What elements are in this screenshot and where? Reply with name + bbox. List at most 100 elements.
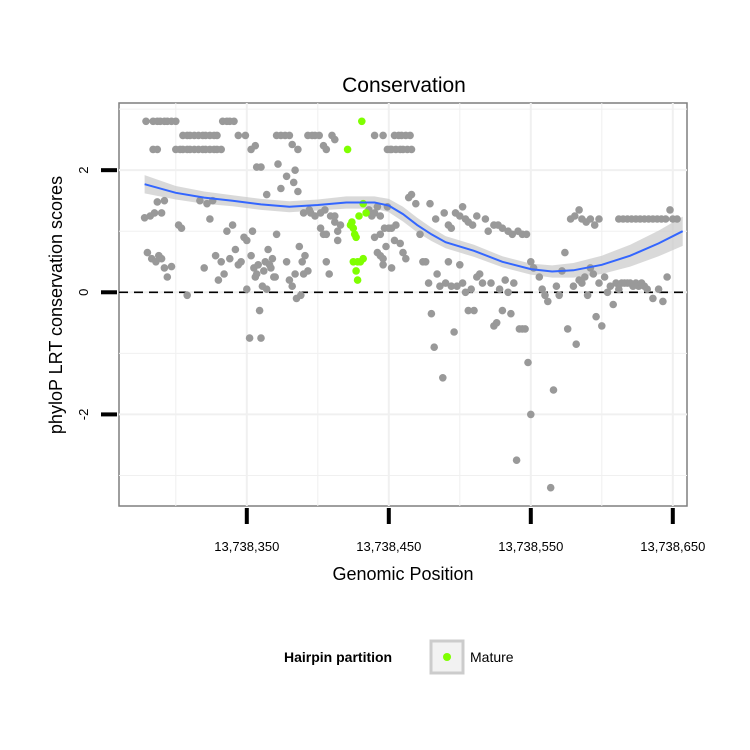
data-point (379, 261, 387, 269)
data-point (214, 276, 223, 284)
data-point (508, 230, 517, 239)
x-tick-label: 13,738,350 (214, 539, 279, 554)
data-point (592, 312, 600, 321)
data-point (285, 276, 294, 284)
data-point-mature (359, 254, 368, 263)
data-point (264, 245, 272, 254)
data-point (321, 206, 329, 214)
data-point-mature (353, 276, 362, 284)
data-point (612, 279, 620, 287)
data-point (376, 212, 385, 220)
data-point (440, 209, 449, 217)
data-point (589, 270, 598, 278)
data-point (467, 285, 476, 294)
data-point (407, 145, 416, 154)
data-point (431, 215, 440, 223)
legend-key-dot (443, 653, 451, 661)
data-point (255, 306, 264, 315)
data-point (160, 264, 169, 272)
data-point (441, 279, 450, 287)
data-point-mature (348, 218, 356, 226)
data-point (456, 261, 464, 269)
data-point (311, 212, 319, 220)
data-point (461, 288, 470, 297)
data-point (157, 209, 166, 217)
data-point (552, 282, 561, 291)
data-point (666, 206, 674, 214)
data-point (535, 273, 544, 281)
data-point (450, 328, 458, 336)
data-point (288, 140, 297, 149)
data-point (301, 251, 309, 260)
data-point (382, 242, 390, 251)
data-point (581, 273, 589, 281)
data-point (272, 230, 281, 239)
data-point (603, 288, 612, 297)
x-axis-title: Genomic Position (332, 564, 473, 584)
data-point (223, 227, 231, 235)
data-point (336, 221, 345, 229)
data-point (654, 285, 663, 294)
data-point (673, 215, 681, 223)
data-point (245, 334, 254, 342)
data-point (251, 273, 260, 281)
data-point (247, 251, 255, 260)
data-point (478, 279, 487, 287)
data-point (380, 224, 389, 232)
data-point (447, 282, 456, 291)
data-point (322, 258, 331, 266)
data-point (399, 248, 407, 257)
data-point (510, 279, 518, 287)
data-point (481, 215, 490, 223)
data-point (492, 319, 501, 327)
data-point (470, 306, 478, 315)
chart-title: Conservation (342, 74, 466, 97)
data-point (402, 254, 410, 263)
data-point (598, 322, 606, 330)
data-point (257, 334, 265, 342)
data-point (583, 291, 592, 300)
data-point (578, 279, 586, 287)
data-point (561, 248, 569, 257)
data-point-mature (358, 117, 366, 126)
data-point (172, 117, 180, 126)
x-axis: 13,738,350 13,738,450 13,738,550 13,738,650 (214, 508, 705, 554)
data-point (484, 227, 493, 235)
data-point (177, 224, 186, 232)
data-point (575, 206, 583, 214)
data-point (430, 343, 439, 352)
data-point (274, 160, 282, 168)
data-point (217, 145, 225, 154)
data-point (262, 285, 271, 294)
data-point (379, 131, 387, 140)
data-point (659, 297, 667, 306)
data-point-mature (359, 199, 368, 208)
data-point (396, 239, 405, 248)
data-point (512, 456, 521, 465)
legend: Hairpin partition Mature (284, 639, 514, 675)
data-point (248, 227, 257, 235)
data-point (226, 254, 234, 263)
data-point (271, 273, 280, 281)
data-point (444, 258, 453, 266)
data-point (379, 254, 387, 263)
data-point (322, 145, 331, 154)
data-point (370, 131, 379, 140)
data-point (522, 230, 531, 239)
data-point (458, 279, 467, 287)
data-point (220, 270, 228, 278)
data-point (157, 254, 166, 263)
data-point (237, 258, 245, 266)
data-point (143, 248, 152, 257)
data-point (424, 279, 433, 287)
data-point (555, 291, 563, 300)
data-point-mature (352, 233, 360, 242)
y-axis-title: phyloP LRT conservation scores (46, 176, 66, 434)
data-point (458, 203, 467, 211)
data-point (319, 230, 328, 239)
data-point (507, 309, 515, 318)
data-point (297, 291, 305, 300)
y-axis: -2 0 2 (76, 167, 117, 420)
data-point-mature (343, 145, 352, 154)
